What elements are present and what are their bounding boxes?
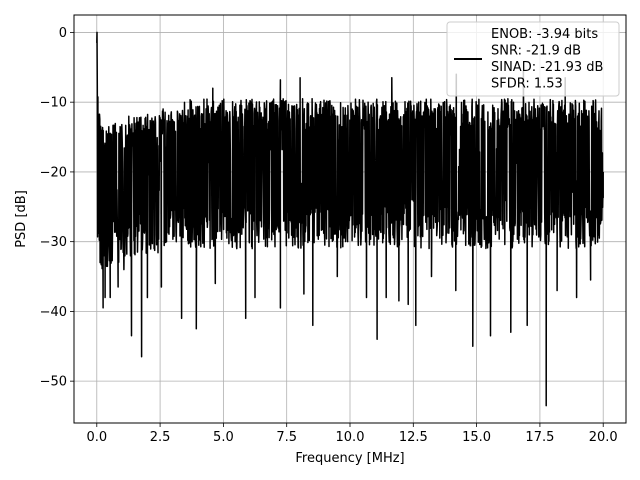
legend-entry-line: SFDR: 1.53 [491, 77, 563, 92]
x-tick-label: 17.5 [525, 430, 554, 445]
x-tick-label: 12.5 [399, 430, 428, 445]
y-tick-label: −30 [40, 235, 67, 250]
y-tick-label: 0 [59, 26, 67, 41]
psd-series [96, 31, 604, 407]
legend-entry-line: SINAD: -21.93 dB [491, 60, 603, 75]
x-tick-label: 20.0 [589, 430, 618, 445]
x-tick-label: 10.0 [336, 430, 365, 445]
y-axis-label: PSD [dB] [14, 190, 29, 248]
y-tick-label: −20 [40, 165, 67, 180]
legend-box [446, 21, 620, 97]
legend-entry-line: SNR: -21.9 dB [491, 44, 581, 59]
x-axis-ticks: 0.0 2.5 5.0 7.5 10.0 12.5 15.0 17.5 20.0 [86, 423, 618, 445]
x-tick-label: 2.5 [150, 430, 171, 445]
legend-entry-line: ENOB: -3.94 bits [491, 27, 598, 42]
x-axis-label: Frequency [MHz] [295, 451, 404, 466]
y-tick-label: −40 [40, 305, 67, 320]
psd-line [96, 31, 604, 407]
x-tick-label: 15.0 [462, 430, 491, 445]
x-tick-label: 5.0 [213, 430, 234, 445]
y-tick-label: −10 [40, 96, 67, 111]
x-tick-label: 7.5 [276, 430, 297, 445]
y-axis-ticks: 0 −10 −20 −30 −40 −50 [40, 26, 74, 390]
x-tick-label: 0.0 [86, 430, 107, 445]
y-tick-label: −50 [40, 375, 67, 390]
